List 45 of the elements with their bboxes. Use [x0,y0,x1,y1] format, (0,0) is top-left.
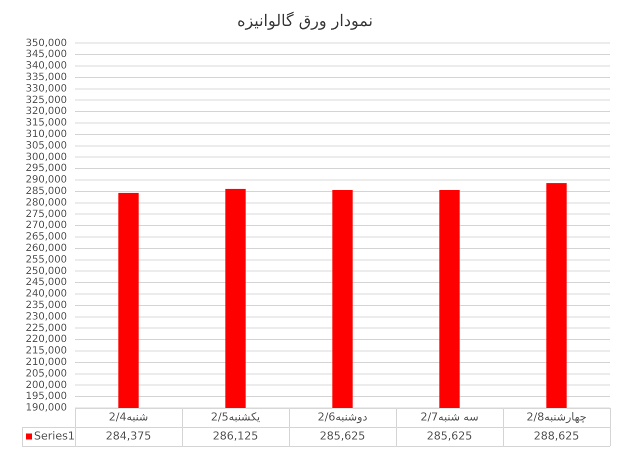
y-tick-label: 280,000 [26,197,67,208]
legend-label: Series1 [34,429,75,442]
x-tick-label: یکشنبه2/5 [210,410,260,424]
y-tick-label: 245,000 [26,277,67,288]
x-tick-label: دوشنبه2/6 [318,410,368,424]
y-tick-label: 350,000 [26,38,67,49]
y-tick-label: 270,000 [26,220,67,232]
y-tick-label: 295,000 [26,163,67,174]
y-tick-label: 320,000 [26,106,67,118]
y-tick-label: 195,000 [26,391,67,402]
y-tick-label: 230,000 [26,311,67,322]
y-tick-label: 325,000 [26,94,67,106]
data-label: 285,625 [426,429,472,442]
data-label: 284,375 [106,429,152,442]
y-tick-label: 330,000 [26,83,67,94]
y-tick-label: 240,000 [26,288,67,300]
y-tick-label: 285,000 [26,186,67,197]
y-tick-label: 260,000 [26,242,67,254]
x-tick-label: شنبه2/4 [108,410,148,424]
x-tick-label: سه شنبه2/7 [420,410,479,424]
y-tick-label: 215,000 [26,346,67,357]
y-tick-label: 305,000 [26,140,67,152]
y-tick-label: 310,000 [26,128,67,140]
y-tick-label: 345,000 [26,49,67,60]
y-tick-label: 300,000 [26,152,67,163]
y-tick-label: 220,000 [26,334,67,346]
y-tick-label: 235,000 [26,300,67,311]
y-tick-label: 315,000 [26,118,67,129]
y-tick-label: 290,000 [26,174,67,186]
y-tick-label: 340,000 [26,60,67,72]
y-tick-label: 275,000 [26,208,67,220]
y-tick-label: 225,000 [26,322,67,334]
y-tick-label: 250,000 [26,266,67,277]
data-label: 286,125 [212,429,258,442]
y-tick-label: 190,000 [26,402,67,414]
data-label: 285,625 [320,429,366,442]
x-tick-label: چهارشنبه2/8 [526,410,586,424]
data-label: 288,625 [534,429,580,442]
y-tick-label: 210,000 [26,356,67,368]
y-tick-label: 265,000 [26,232,67,243]
y-tick-label: 205,000 [26,368,67,380]
chart-title: نمودار ورق گالوانیزه [237,10,373,30]
y-tick-label: 200,000 [26,380,67,391]
y-tick-label: 335,000 [26,72,67,83]
y-tick-label: 255,000 [26,254,67,266]
